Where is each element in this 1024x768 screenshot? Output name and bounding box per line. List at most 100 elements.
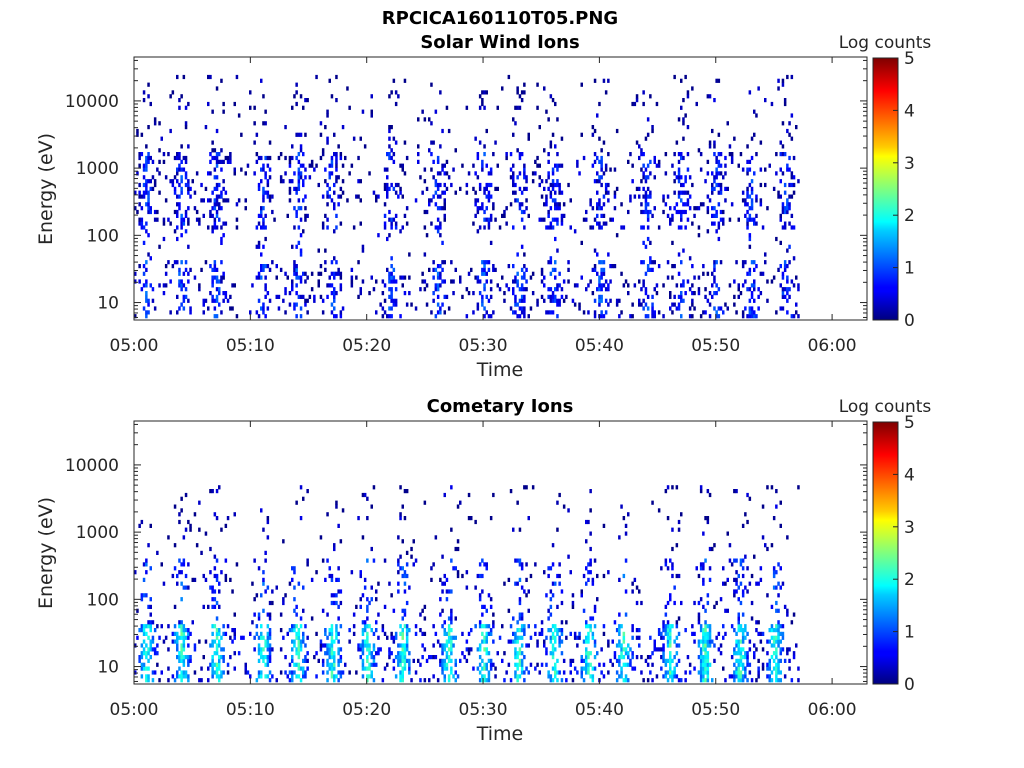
spectrogram-cell <box>759 202 763 207</box>
spectrogram-cell <box>717 78 721 83</box>
spectrogram-cell <box>518 206 522 211</box>
spectrogram-cell <box>268 651 272 656</box>
spectrogram-cell <box>375 651 378 656</box>
spectrogram-cell <box>483 90 486 95</box>
spectrogram-cell <box>518 314 522 319</box>
spectrogram-cell <box>211 643 214 648</box>
spectrogram-cell <box>339 539 343 544</box>
spectrogram-cell <box>489 167 493 172</box>
spectrogram-cell <box>706 624 710 629</box>
spectrogram-cell <box>218 202 221 207</box>
spectrogram-cell <box>757 674 760 679</box>
spectrogram-cell <box>562 658 566 663</box>
spectrogram-cell <box>450 647 453 652</box>
spectrogram-cell <box>178 558 181 563</box>
spectrogram-cell <box>295 82 298 87</box>
spectrogram-cell <box>772 639 776 644</box>
spectrogram-cell <box>335 175 338 180</box>
spectrogram-cell <box>554 662 557 667</box>
spectrogram-cell <box>262 264 265 269</box>
spectrogram-cell <box>218 666 221 671</box>
spectrogram-cell <box>640 260 643 265</box>
spectrogram-cell <box>779 647 782 652</box>
spectrogram-cell <box>684 190 687 195</box>
spectrogram-cell <box>525 186 528 191</box>
spectrogram-cell <box>547 171 550 176</box>
spectrogram-cell <box>176 635 179 640</box>
spectrogram-cell <box>275 585 278 590</box>
spectrogram-cell <box>481 260 484 265</box>
spectrogram-cell <box>335 635 338 640</box>
spectrogram-cell <box>702 674 705 679</box>
spectrogram-cell <box>184 655 188 660</box>
spectrogram-cell <box>602 267 606 272</box>
spectrogram-cell <box>580 132 583 137</box>
spectrogram-cell <box>770 678 774 683</box>
spectrogram-cell <box>686 167 690 172</box>
spectrogram-cell <box>319 639 323 644</box>
spectrogram-cell <box>779 152 782 157</box>
spectrogram-cell <box>401 666 404 671</box>
spectrogram-cell <box>735 643 738 648</box>
spectrogram-cell <box>200 267 203 272</box>
spectrogram-cell <box>178 666 181 671</box>
spectrogram-cell <box>361 662 365 667</box>
spectrogram-cell <box>215 198 219 203</box>
spectrogram-cell <box>481 558 484 563</box>
spectrogram-cell <box>184 171 188 176</box>
spectrogram-cell <box>554 190 557 195</box>
spectrogram-cell <box>631 624 634 629</box>
spectrogram-cell <box>215 616 219 621</box>
spectrogram-cell <box>145 631 148 636</box>
spectrogram-cell <box>456 674 460 679</box>
spectrogram-cell <box>461 163 464 168</box>
spectrogram-cell <box>200 198 203 203</box>
spectrogram-cell <box>295 631 298 636</box>
spectrogram-cell <box>549 678 553 683</box>
spectrogram-cell <box>613 620 617 625</box>
spectrogram-cell <box>215 213 219 218</box>
spectrogram-cell <box>523 294 526 299</box>
spectrogram-cell <box>450 612 453 617</box>
spectrogram-cell <box>328 655 331 660</box>
spectrogram-cell <box>182 221 186 226</box>
spectrogram-cell <box>600 159 603 164</box>
spectrogram-cell <box>562 279 566 284</box>
spectrogram-cell <box>527 314 530 319</box>
spectrogram-cell <box>441 658 444 663</box>
spectrogram-cell <box>744 670 747 675</box>
spectrogram-cell <box>443 163 446 168</box>
spectrogram-cell <box>593 128 597 134</box>
spectrogram-cell <box>571 658 575 663</box>
spectrogram-cell <box>368 662 371 667</box>
spectrogram-cell <box>624 279 628 284</box>
spectrogram-cell <box>790 136 794 141</box>
spectrogram-cell <box>262 194 265 199</box>
spectrogram-cell <box>587 631 590 636</box>
spectrogram-cell <box>684 209 687 215</box>
spectrogram-cell <box>255 152 259 157</box>
spectrogram-cell <box>735 651 738 656</box>
spectrogram-cell <box>262 244 265 249</box>
spectrogram-cell <box>478 291 482 296</box>
spectrogram-cell <box>485 651 488 656</box>
spectrogram-cell <box>447 628 451 633</box>
spectrogram-cell <box>704 294 707 299</box>
spectrogram-cell <box>549 271 553 276</box>
spectrogram-cell <box>319 155 323 161</box>
spectrogram-cell <box>220 194 223 199</box>
spectrogram-cell <box>423 500 427 505</box>
spectrogram-cell <box>330 674 334 679</box>
spectrogram-cell <box>291 179 294 184</box>
spectrogram-cell <box>399 275 402 280</box>
spectrogram-cell <box>264 175 267 180</box>
spectrogram-cell <box>178 98 181 103</box>
spectrogram-cell <box>244 662 247 667</box>
spectrogram-cell <box>543 639 546 644</box>
spectrogram-cell <box>750 217 754 222</box>
spectrogram-cell <box>392 635 396 640</box>
spectrogram-cell <box>220 275 223 280</box>
spectrogram-cell <box>788 121 791 126</box>
spectrogram-cell <box>657 163 661 168</box>
spectrogram-cell <box>642 678 645 683</box>
